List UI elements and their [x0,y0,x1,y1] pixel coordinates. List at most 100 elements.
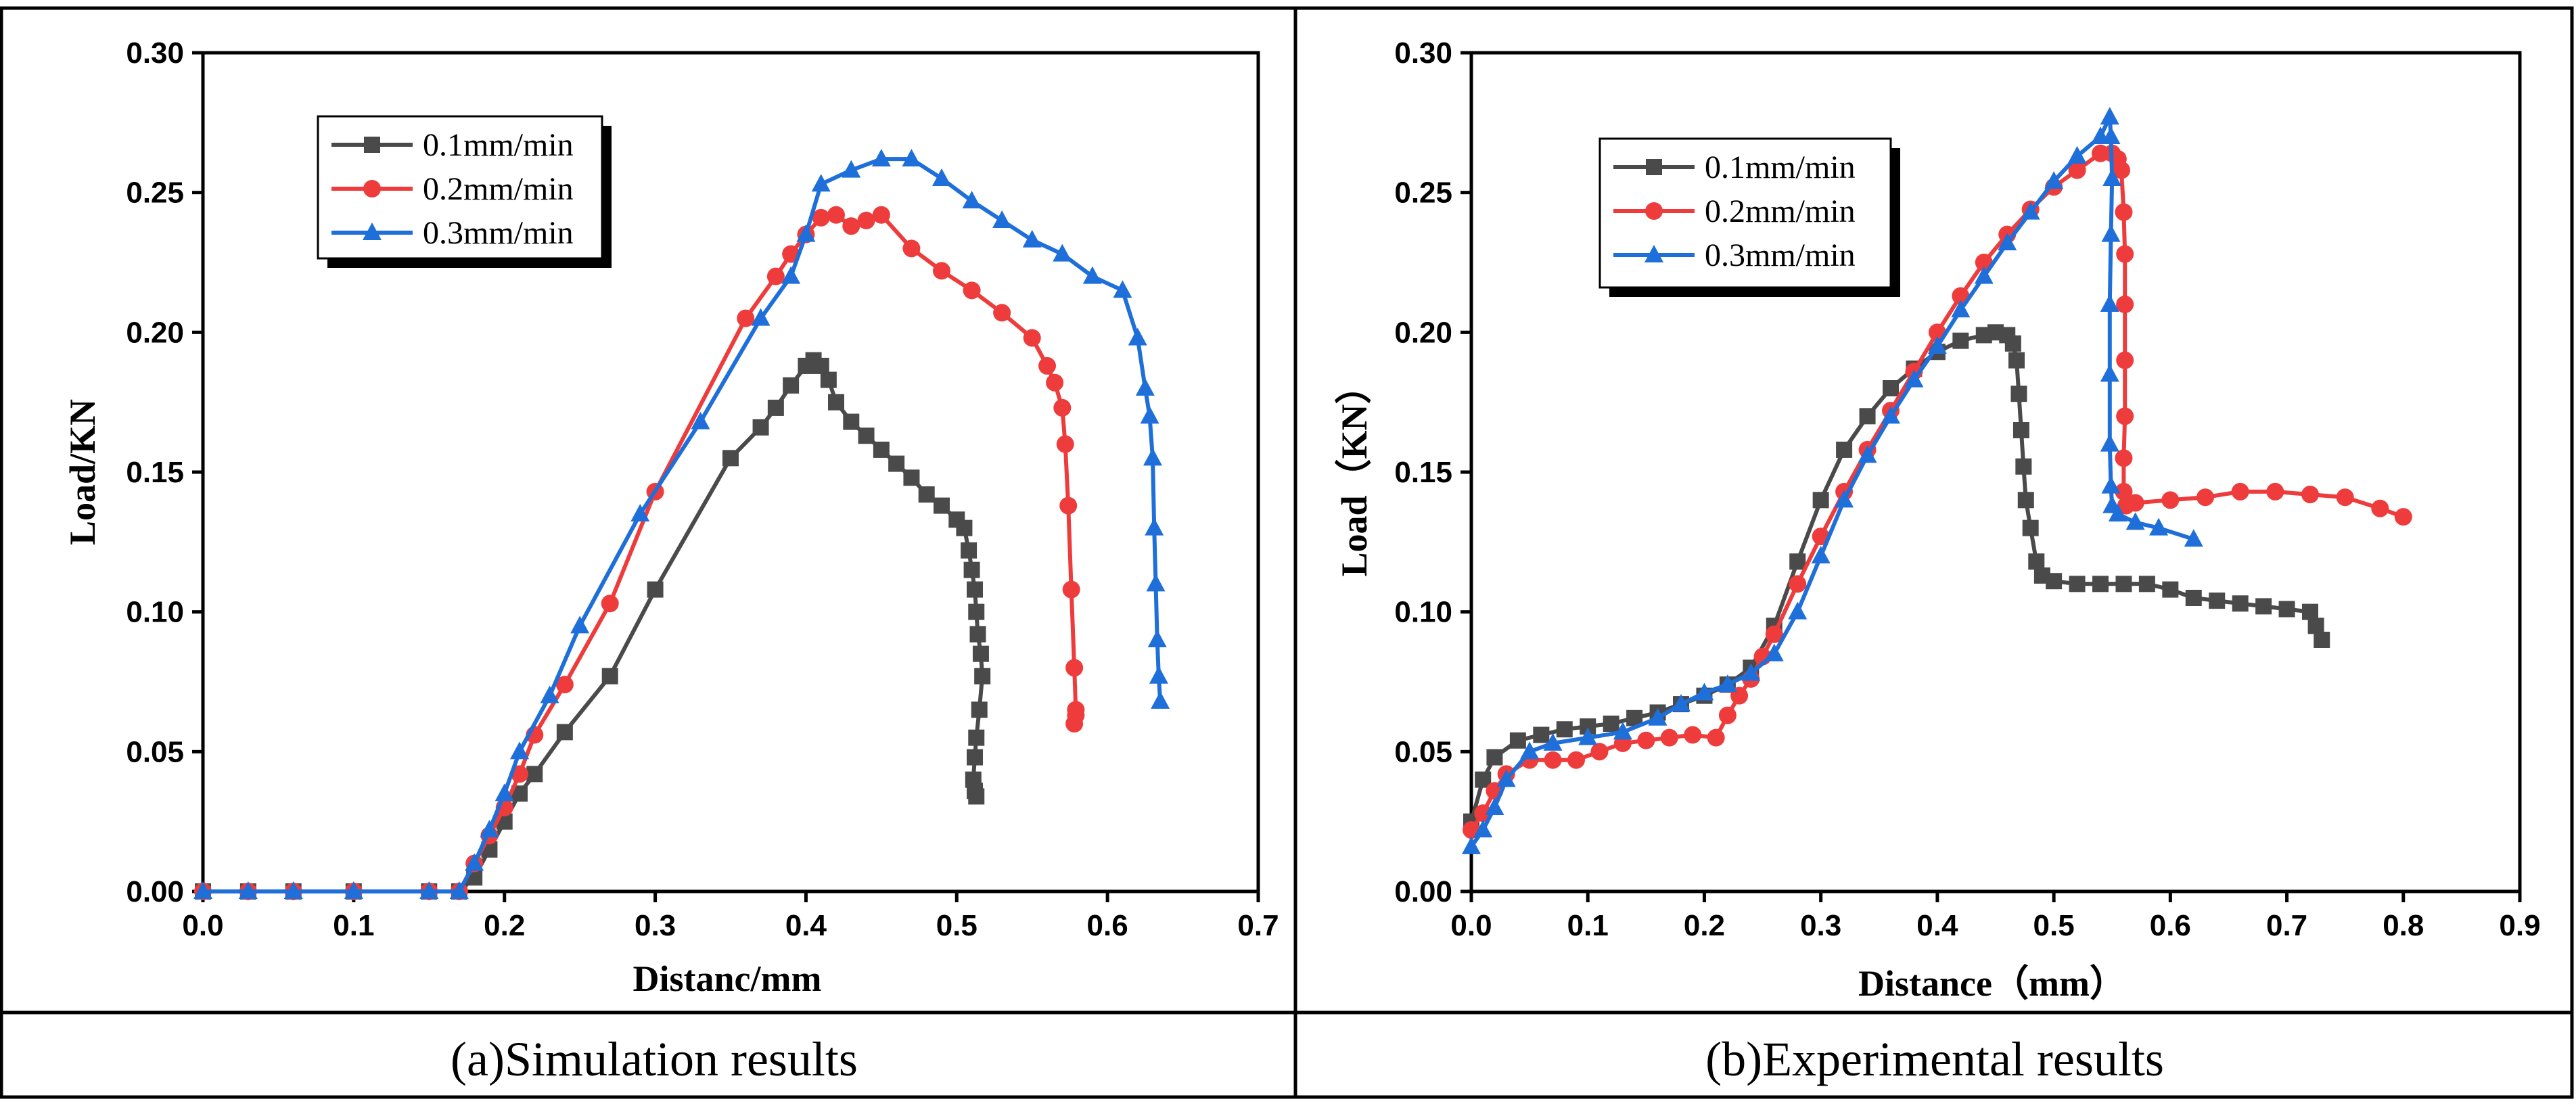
data-point [1022,229,1042,248]
data-point [2278,601,2295,618]
data-point [2161,491,2180,509]
y-axis-label: Load/KN [62,399,103,545]
data-point [1883,380,1899,396]
data-point [526,766,543,783]
legend-marker [1646,159,1662,175]
data-point [968,788,985,805]
data-point [2138,576,2155,592]
x-tick-label: 0.9 [2499,909,2540,942]
y-tick-label: 0.20 [126,316,184,349]
x-tick-label: 0.3 [635,909,676,942]
data-point [2092,576,2109,592]
data-point [1053,398,1072,417]
data-point [601,595,619,613]
data-point [961,542,978,559]
data-point [933,262,950,280]
y-tick-label: 0.25 [126,177,184,210]
x-tick-label: 0.8 [2383,909,2424,942]
data-point [2116,351,2134,369]
data-point [2101,475,2121,494]
data-point [2116,296,2134,313]
data-point [2101,126,2121,144]
legend-marker [1645,202,1663,220]
data-point [1951,300,1971,318]
data-point [1023,329,1041,347]
data-point [1147,630,1167,647]
data-point [2196,488,2214,507]
data-point [1695,682,1714,701]
data-point [1486,749,1503,766]
data-point [932,168,951,186]
data-point [1859,408,1876,425]
data-point [540,685,559,703]
data-point [1065,659,1084,677]
data-point [1533,726,1550,743]
data-point [1485,797,1504,815]
data-point [238,881,258,899]
data-point [2115,482,2133,501]
y-tick-label: 0.05 [126,735,184,768]
series-line [203,212,1078,893]
data-point [2100,107,2119,125]
data-point [1462,836,1481,854]
data-point [934,497,950,514]
data-point [843,413,860,430]
data-point [1684,726,1702,744]
data-point [2068,161,2086,179]
data-point [691,411,710,429]
y-tick-label: 0.15 [1394,456,1452,489]
data-point [918,486,935,503]
data-point [1135,378,1155,396]
data-point [2004,335,2021,352]
x-tick-label: 0.0 [182,909,223,942]
data-point [1145,517,1164,536]
x-tick-label: 0.0 [1450,909,1492,942]
data-point [871,149,891,167]
data-point [1718,674,1737,693]
data-point [2046,573,2063,590]
data-point [1788,601,1808,620]
data-point [2113,161,2130,179]
data-point [2021,202,2040,220]
x-axis-label: Distanc/mm [633,958,822,999]
data-point [2102,168,2122,186]
data-point [419,881,439,899]
data-point [1741,663,1761,681]
data-point [1496,769,1516,787]
data-point [956,519,973,536]
data-point [1146,574,1166,592]
legend-marker [1644,245,1663,262]
data-point [1543,733,1563,751]
data-point [2115,203,2133,221]
x-tick-label: 0.6 [1087,909,1128,942]
y-tick-label: 0.05 [1394,735,1452,768]
data-point [2022,519,2039,536]
data-point [2209,592,2226,609]
data-point [1952,332,1969,349]
x-tick-label: 0.1 [1567,909,1609,942]
x-axis-label: Distance（mm） [1858,963,2126,1004]
data-point [1648,707,1668,726]
data-point [555,676,574,694]
data-point [1062,580,1080,599]
data-point [1603,716,1619,732]
data-point [2302,603,2318,620]
data-point [1578,727,1598,745]
simulation-chart: 0.0 0.1 0.2 0.3 0.4 0.5 0.6 0.7 0.00 0.05 0.10 0.15… [62,37,1279,999]
data-point [888,455,905,472]
data-point [2100,364,2119,382]
data-point [1509,732,1526,749]
data-point [873,441,890,458]
data-point [766,267,785,285]
data-point [2108,504,2128,521]
data-point [820,371,837,388]
data-point [2115,449,2133,467]
legend-label: 0.3mm/min [1705,237,1856,273]
data-point [1140,406,1159,424]
data-point [2116,407,2134,425]
data-point [1672,694,1690,712]
data-point [1567,751,1585,769]
x-tick-label: 0.6 [2150,909,2191,942]
data-point [647,581,664,598]
